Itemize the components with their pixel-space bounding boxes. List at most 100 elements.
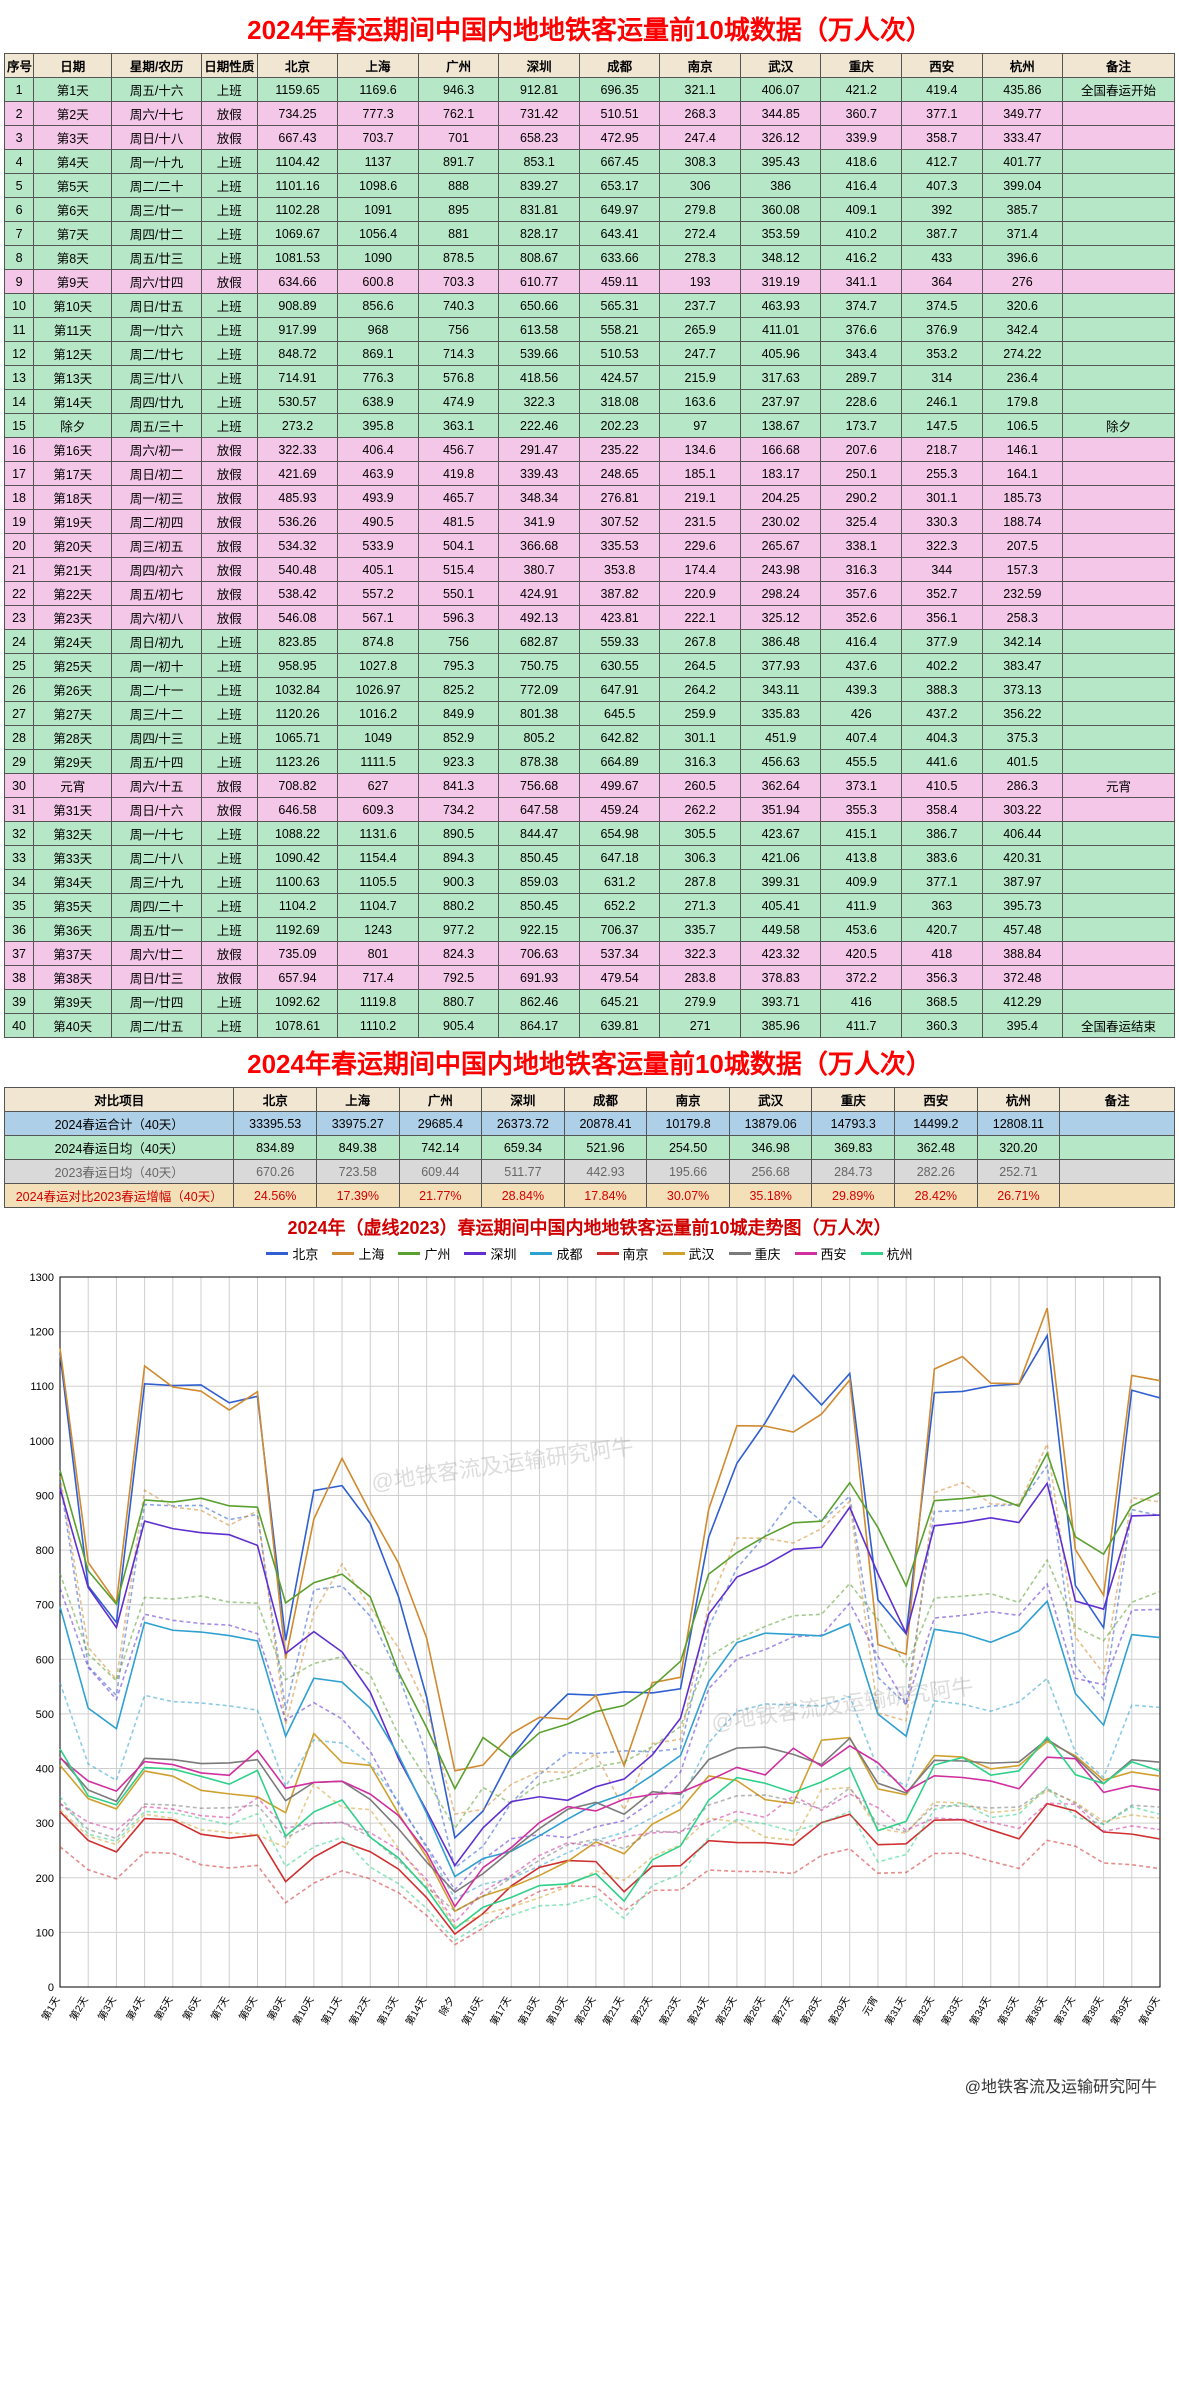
table-row: 13第13天周三/廿八上班714.91776.3576.8418.56424.5… [5,366,1175,390]
legend-item: 深圳 [464,1244,516,1263]
svg-text:第2天: 第2天 [66,1994,90,2023]
line-chart-svg: 0100200300400500600700800900100011001200… [10,1267,1170,2067]
svg-text:第19天: 第19天 [543,1994,570,2027]
legend-item: 杭州 [861,1244,913,1263]
legend-swatch [530,1252,552,1255]
svg-text:500: 500 [35,1709,53,1721]
svg-text:第5天: 第5天 [151,1994,175,2023]
svg-text:第26天: 第26天 [740,1994,767,2027]
table-row: 31第31天周日/十六放假646.58609.3734.2647.58459.2… [5,798,1175,822]
legend-item: 重庆 [729,1244,781,1263]
svg-text:第40天: 第40天 [1135,1994,1162,2027]
legend-label: 北京 [292,1244,318,1263]
table-row: 37第37天周六/廿二放假735.09801824.3706.63537.343… [5,942,1175,966]
table-row: 4第4天周一/十九上班1104.421137891.7853.1667.4530… [5,150,1175,174]
svg-text:第20天: 第20天 [571,1994,598,2027]
col-header: 西安 [902,54,983,78]
summary-table: 对比项目北京上海广州深圳成都南京武汉重庆西安杭州备注 2024春运合计（40天）… [4,1087,1175,1208]
col-header: 杭州 [982,54,1063,78]
legend-item: 南京 [597,1244,649,1263]
table-row: 27第27天周三/十二上班1120.261016.2849.9801.38645… [5,702,1175,726]
col-header: 重庆 [821,54,902,78]
table-row: 26第26天周二/十一上班1032.841026.97825.2772.0964… [5,678,1175,702]
svg-text:900: 900 [35,1490,53,1502]
table-row: 15除夕周五/三十上班273.2395.8363.1222.46202.2397… [5,414,1175,438]
table-row: 33第33天周二/十八上班1090.421154.4894.3850.45647… [5,846,1175,870]
svg-text:第24天: 第24天 [684,1994,711,2027]
table-row: 29第29天周五/十四上班1123.261111.5923.3878.38664… [5,750,1175,774]
legend-item: 成都 [530,1244,582,1263]
svg-text:第22天: 第22天 [628,1994,655,2027]
table-row: 18第18天周一/初三放假485.93493.9465.7348.34276.8… [5,486,1175,510]
svg-text:第37天: 第37天 [1051,1994,1078,2027]
svg-text:0: 0 [47,1982,53,1994]
col-header: 上海 [338,54,419,78]
col-header: 星期/农历 [112,54,201,78]
table-row: 34第34天周三/十九上班1100.631105.5900.3859.03631… [5,870,1175,894]
credit-text: @地铁客流及运输研究阿牛 [4,2067,1175,2103]
legend-swatch [332,1252,354,1255]
table-row: 19第19天周二/初四放假536.26490.5481.5341.9307.52… [5,510,1175,534]
legend-swatch [597,1252,619,1255]
svg-text:第9天: 第9天 [264,1994,288,2023]
table-row: 25第25天周一/初十上班958.951027.8795.3750.75630.… [5,654,1175,678]
legend-swatch [729,1252,751,1255]
svg-text:第7天: 第7天 [207,1994,231,2023]
table-row: 1第1天周五/十六上班1159.651169.6946.3912.81696.3… [5,78,1175,102]
data-table: 序号日期星期/农历日期性质北京上海广州深圳成都南京武汉重庆西安杭州备注 1第1天… [4,53,1175,1038]
svg-text:第23天: 第23天 [656,1994,683,2027]
table-row: 28第28天周四/十三上班1065.711049852.9805.2642.82… [5,726,1175,750]
svg-text:第6天: 第6天 [179,1994,203,2023]
table-row: 12第12天周二/廿七上班848.72869.1714.3539.66510.5… [5,342,1175,366]
legend-label: 西安 [821,1244,847,1263]
svg-text:第28天: 第28天 [797,1994,824,2027]
table-row: 5第5天周二/二十上班1101.161098.6888839.27653.173… [5,174,1175,198]
col-header: 北京 [257,54,338,78]
table-row: 39第39天周一/廿四上班1092.621119.8880.7862.46645… [5,990,1175,1014]
table-row: 20第20天周三/初五放假534.32533.9504.1366.68335.5… [5,534,1175,558]
svg-text:第25天: 第25天 [712,1994,739,2027]
col-header: 深圳 [499,54,580,78]
svg-text:第34天: 第34天 [966,1994,993,2027]
table-row: 6第6天周三/廿一上班1102.281091895831.81649.97279… [5,198,1175,222]
svg-text:600: 600 [35,1654,53,1666]
table-row: 8第8天周五/廿三上班1081.531090878.5808.67633.662… [5,246,1175,270]
svg-text:第4天: 第4天 [123,1994,147,2023]
svg-text:第31天: 第31天 [881,1994,908,2027]
table-row: 35第35天周四/二十上班1104.21104.7880.2850.45652.… [5,894,1175,918]
table-row: 7第7天周四/廿二上班1069.671056.4881828.17643.412… [5,222,1175,246]
table-row: 9第9天周六/廿四放假634.66600.8703.3610.77459.111… [5,270,1175,294]
table-row: 2第2天周六/十七放假734.25777.3762.1731.42510.512… [5,102,1175,126]
table-row: 23第23天周六/初八放假546.08567.1596.3492.13423.8… [5,606,1175,630]
legend-swatch [795,1252,817,1255]
svg-text:1200: 1200 [29,1327,53,1339]
summary-row: 2024春运合计（40天）33395.5333975.2729685.42637… [5,1112,1175,1136]
legend-label: 深圳 [490,1244,516,1263]
legend-item: 西安 [795,1244,847,1263]
table-row: 21第21天周四/初六放假540.48405.1515.4380.7353.81… [5,558,1175,582]
table-row: 38第38天周日/廿三放假657.94717.4792.5691.93479.5… [5,966,1175,990]
table-row: 36第36天周五/廿一上班1192.691243977.2922.15706.3… [5,918,1175,942]
svg-text:第17天: 第17天 [487,1994,514,2027]
legend-label: 成都 [556,1244,582,1263]
svg-text:第32天: 第32天 [910,1994,937,2027]
svg-text:第35天: 第35天 [994,1994,1021,2027]
chart-area: 0100200300400500600700800900100011001200… [10,1267,1170,2067]
col-header: 日期性质 [201,54,257,78]
svg-text:700: 700 [35,1600,53,1612]
chart-legend: 北京上海广州深圳成都南京武汉重庆西安杭州 [4,1242,1175,1267]
legend-swatch [861,1252,883,1255]
svg-text:第3天: 第3天 [94,1994,118,2023]
svg-text:第16天: 第16天 [458,1994,485,2027]
legend-label: 重庆 [755,1244,781,1263]
table-row: 10第10天周日/廿五上班908.89856.6740.3650.66565.3… [5,294,1175,318]
summary-title: 2024年春运期间中国内地地铁客运量前10城数据（万人次） [4,1038,1175,1087]
summary-row: 2024春运日均（40天）834.89849.38742.14659.34521… [5,1136,1175,1160]
legend-label: 杭州 [887,1244,913,1263]
legend-swatch [464,1252,486,1255]
table-body: 1第1天周五/十六上班1159.651169.6946.3912.81696.3… [5,78,1175,1038]
legend-label: 上海 [358,1244,384,1263]
svg-text:第14天: 第14天 [402,1994,429,2027]
table-row: 30元宵周六/十五放假708.82627841.3756.68499.67260… [5,774,1175,798]
col-header: 备注 [1063,54,1175,78]
